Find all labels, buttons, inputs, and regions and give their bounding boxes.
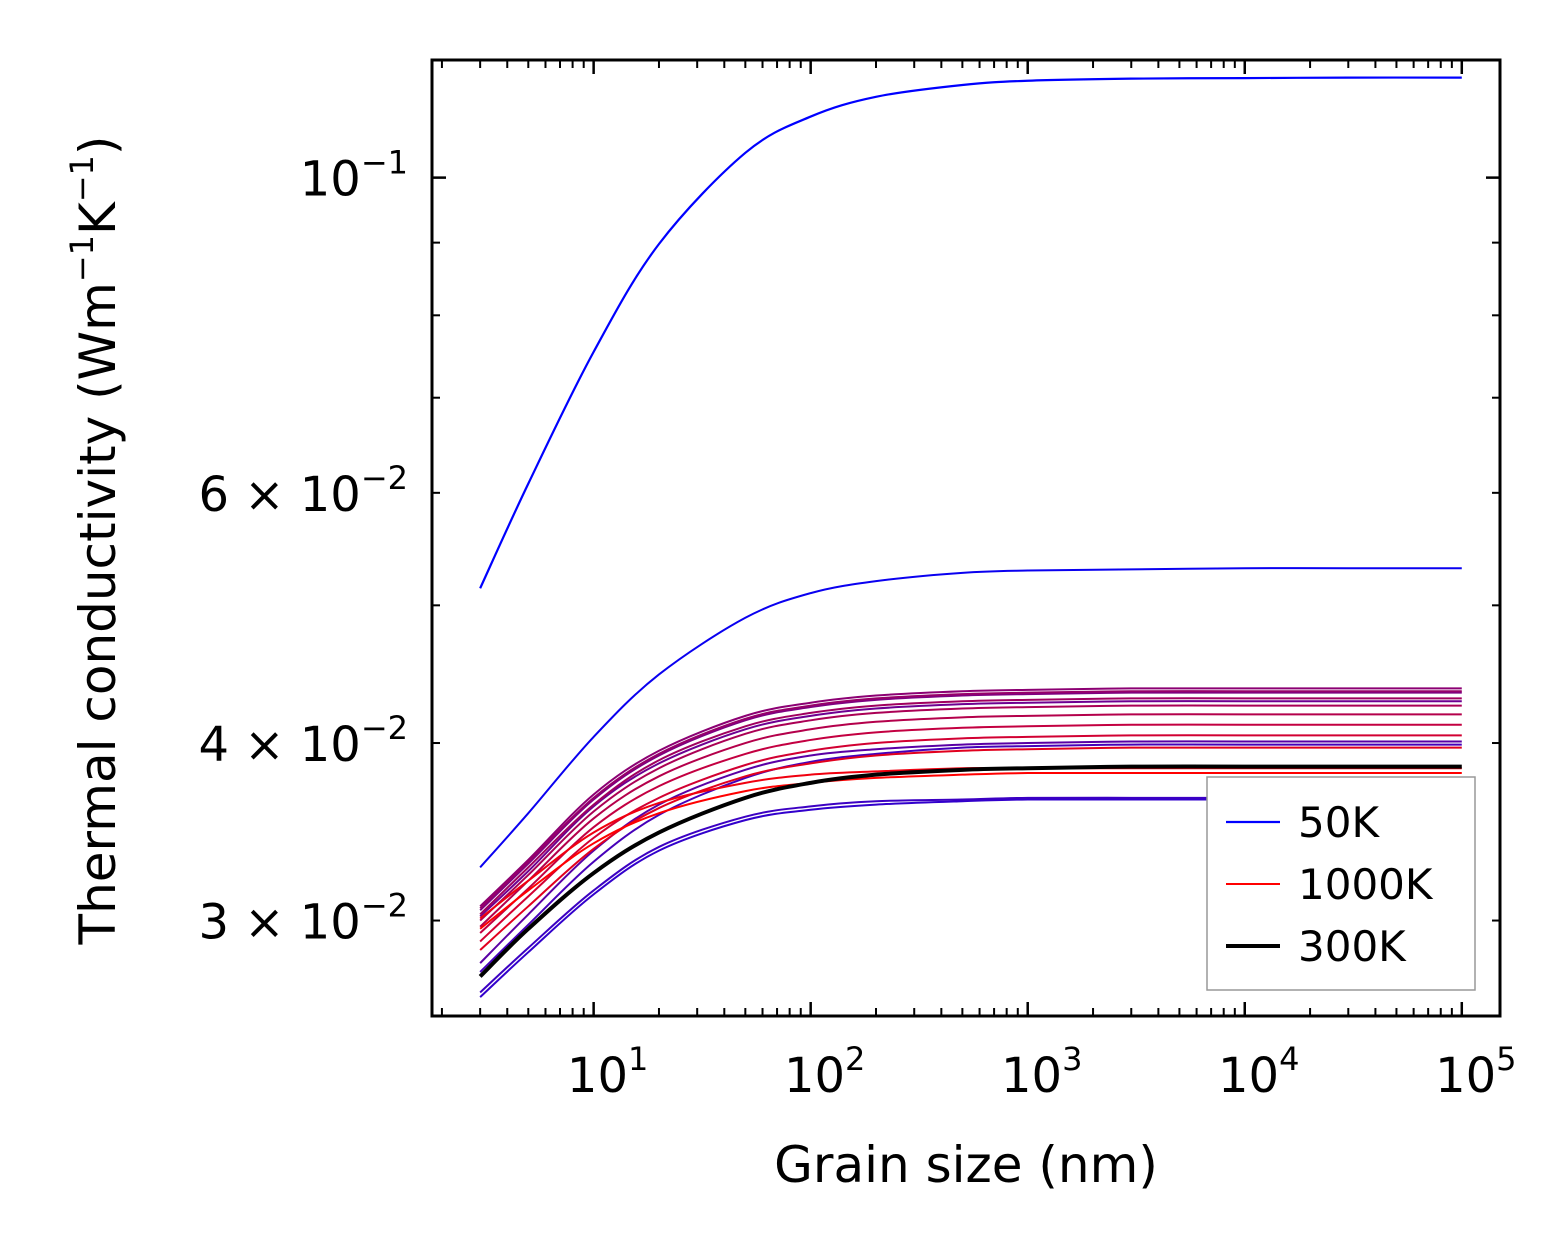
- series-layer: [478, 76, 1462, 998]
- series-line-t5: [479, 743, 1462, 973]
- x-tick-label: 101: [567, 1040, 648, 1104]
- y-tick-label-exp: −2: [361, 459, 408, 497]
- series-line-1000k: [479, 771, 1462, 930]
- series-line-t8: [479, 691, 1462, 912]
- x-tick-label-exp: 2: [845, 1040, 865, 1078]
- y-tick-label-exp: −2: [361, 709, 408, 747]
- series-line-300k: [478, 764, 1462, 978]
- series-line-t16: [479, 746, 1462, 951]
- legend-label-1000k: 1000K: [1298, 860, 1434, 909]
- series-line-t6: [479, 740, 1462, 964]
- x-tick-label: 104: [1218, 1040, 1299, 1104]
- y-axis-label-exp-2: −1: [63, 155, 101, 202]
- y-tick-label-base: 10: [300, 152, 361, 208]
- y-axis-label-main: Thermal conductivity (Wm: [69, 282, 127, 945]
- y-tick-label-base: 3 × 10: [198, 895, 360, 951]
- series-line-t2: [479, 567, 1462, 869]
- y-tick-label: 10−1: [300, 144, 408, 208]
- y-tick-label-exp: −2: [361, 887, 408, 925]
- x-tick-label: 105: [1435, 1040, 1516, 1104]
- x-tick-label: 103: [1001, 1040, 1082, 1104]
- x-tick-label-exp: 3: [1062, 1040, 1082, 1078]
- y-tick-label-exp: −1: [361, 144, 408, 182]
- x-tick-label-base: 10: [784, 1048, 845, 1104]
- y-axis-label-end: ): [69, 136, 127, 156]
- series-line-t10: [479, 690, 1462, 910]
- y-axis-label-mid: K: [69, 201, 127, 235]
- series-line-t15: [479, 734, 1462, 943]
- series-line-50k: [479, 76, 1462, 589]
- series-line-t9: [479, 687, 1462, 908]
- y-tick-label: 3 × 10−2: [198, 887, 408, 951]
- axis-labels: Grain size (nm) Thermal conductivity (Wm…: [63, 136, 1158, 1194]
- legend: 50K 1000K 300K: [1206, 776, 1476, 991]
- plot-frame: [430, 58, 1502, 1018]
- y-tick-label: 4 × 10−2: [198, 709, 408, 773]
- series-line-t12: [479, 704, 1462, 922]
- y-tick-label-base: 4 × 10: [198, 717, 360, 773]
- x-tick-label: 102: [784, 1040, 865, 1104]
- x-tick-label-exp: 5: [1496, 1040, 1516, 1078]
- x-tick-label-base: 10: [567, 1048, 628, 1104]
- y-tick-label-base: 6 × 10: [198, 467, 360, 523]
- y-tick-label: 6 × 10−2: [198, 459, 408, 523]
- x-axis-label: Grain size (nm): [774, 1136, 1158, 1194]
- y-axis-label-exp-1: −1: [63, 235, 101, 282]
- legend-label-50k: 50K: [1298, 798, 1380, 847]
- legend-label-300k: 300K: [1298, 922, 1407, 971]
- series-line-t11: [479, 697, 1462, 916]
- series-line-t13: [479, 713, 1462, 928]
- x-tick-label-base: 10: [1218, 1048, 1279, 1104]
- series-line-t7: [479, 700, 1462, 918]
- x-tick-label-exp: 1: [628, 1040, 648, 1078]
- x-tick-label-base: 10: [1001, 1048, 1062, 1104]
- x-tick-label-base: 10: [1435, 1048, 1496, 1104]
- x-tick-label-exp: 4: [1279, 1040, 1299, 1078]
- series-line-t14: [479, 723, 1462, 934]
- y-axis-label: Thermal conductivity (Wm−1K−1): [63, 136, 127, 946]
